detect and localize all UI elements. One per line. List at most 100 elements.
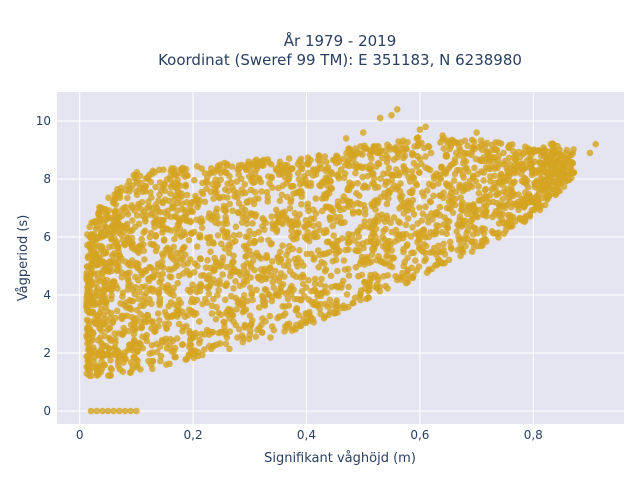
data-point [419, 210, 426, 217]
data-point [101, 298, 108, 305]
data-point [293, 215, 301, 222]
data-point [126, 345, 133, 352]
data-point [127, 369, 134, 376]
data-point [386, 189, 393, 197]
data-point [143, 318, 150, 326]
data-point [111, 330, 118, 337]
data-point [511, 178, 518, 185]
data-point [398, 141, 406, 148]
data-point [241, 321, 249, 329]
data-point [440, 240, 447, 248]
data-point [356, 192, 363, 199]
data-point [121, 241, 129, 249]
data-point [123, 220, 131, 228]
data-point [444, 140, 452, 147]
data-point [384, 141, 391, 148]
data-point [410, 174, 418, 182]
data-point [193, 163, 201, 170]
data-point [138, 271, 145, 279]
data-point [533, 179, 540, 186]
data-point [518, 165, 526, 172]
data-point [243, 246, 250, 253]
data-point [179, 341, 186, 348]
data-point [230, 232, 238, 239]
data-point [132, 223, 139, 230]
y-tick-label: 6 [43, 230, 51, 244]
data-point [357, 290, 364, 298]
data-point [424, 187, 431, 194]
data-point [357, 143, 364, 150]
data-point [178, 170, 185, 177]
data-point [199, 190, 207, 198]
data-point [425, 143, 433, 151]
data-point [209, 329, 217, 336]
data-point [113, 307, 121, 315]
data-point [135, 344, 142, 352]
data-point [499, 195, 506, 203]
data-point [361, 278, 368, 286]
data-point [393, 231, 401, 239]
data-point [106, 232, 114, 240]
data-point [264, 198, 272, 205]
data-point [162, 285, 170, 293]
data-point [199, 300, 206, 308]
data-point [242, 233, 250, 240]
data-point [374, 197, 382, 205]
data-point [386, 262, 393, 270]
data-point [333, 244, 341, 252]
data-point [207, 188, 215, 196]
data-point [286, 268, 294, 275]
data-point [414, 153, 422, 160]
data-point [247, 186, 255, 194]
data-point [273, 206, 280, 214]
data-point [95, 350, 102, 357]
data-point [547, 157, 555, 164]
data-point [126, 269, 133, 277]
data-point [349, 299, 357, 307]
data-point [323, 238, 331, 246]
data-point [408, 168, 416, 175]
data-point [184, 260, 191, 267]
data-point [301, 224, 309, 231]
data-point [467, 217, 475, 225]
data-point [357, 257, 365, 265]
data-point [241, 206, 249, 214]
data-point [239, 190, 246, 197]
data-point [237, 271, 244, 279]
data-point [499, 173, 507, 181]
data-point [268, 258, 276, 265]
data-point [96, 258, 104, 265]
data-point [486, 173, 494, 180]
data-point [175, 188, 182, 196]
data-point [133, 212, 141, 219]
data-point [461, 137, 469, 144]
data-point [541, 146, 548, 154]
data-point [229, 258, 236, 266]
data-point [493, 162, 500, 170]
data-point [436, 203, 444, 211]
data-point [101, 263, 109, 271]
data-point [351, 151, 359, 159]
data-point [85, 366, 93, 373]
data-point [103, 319, 110, 326]
data-point [461, 234, 468, 242]
data-point [135, 295, 142, 303]
data-point [182, 165, 190, 173]
data-point [500, 149, 507, 157]
data-point [233, 306, 240, 313]
data-point [410, 211, 418, 218]
data-point [258, 329, 266, 336]
data-point [427, 198, 434, 206]
data-point [393, 106, 401, 113]
x-axis-ticks: 0 0,2 0,4 0,6 0,8 [76, 428, 543, 442]
data-point [320, 260, 328, 268]
x-axis-title: Signifikant våghöjd (m) [264, 451, 416, 466]
data-point [221, 245, 229, 252]
data-point [156, 317, 163, 324]
data-point [129, 217, 136, 224]
data-point [246, 312, 254, 319]
data-point [452, 195, 459, 203]
data-point [111, 351, 119, 359]
data-point [477, 242, 485, 250]
data-point [248, 291, 255, 299]
